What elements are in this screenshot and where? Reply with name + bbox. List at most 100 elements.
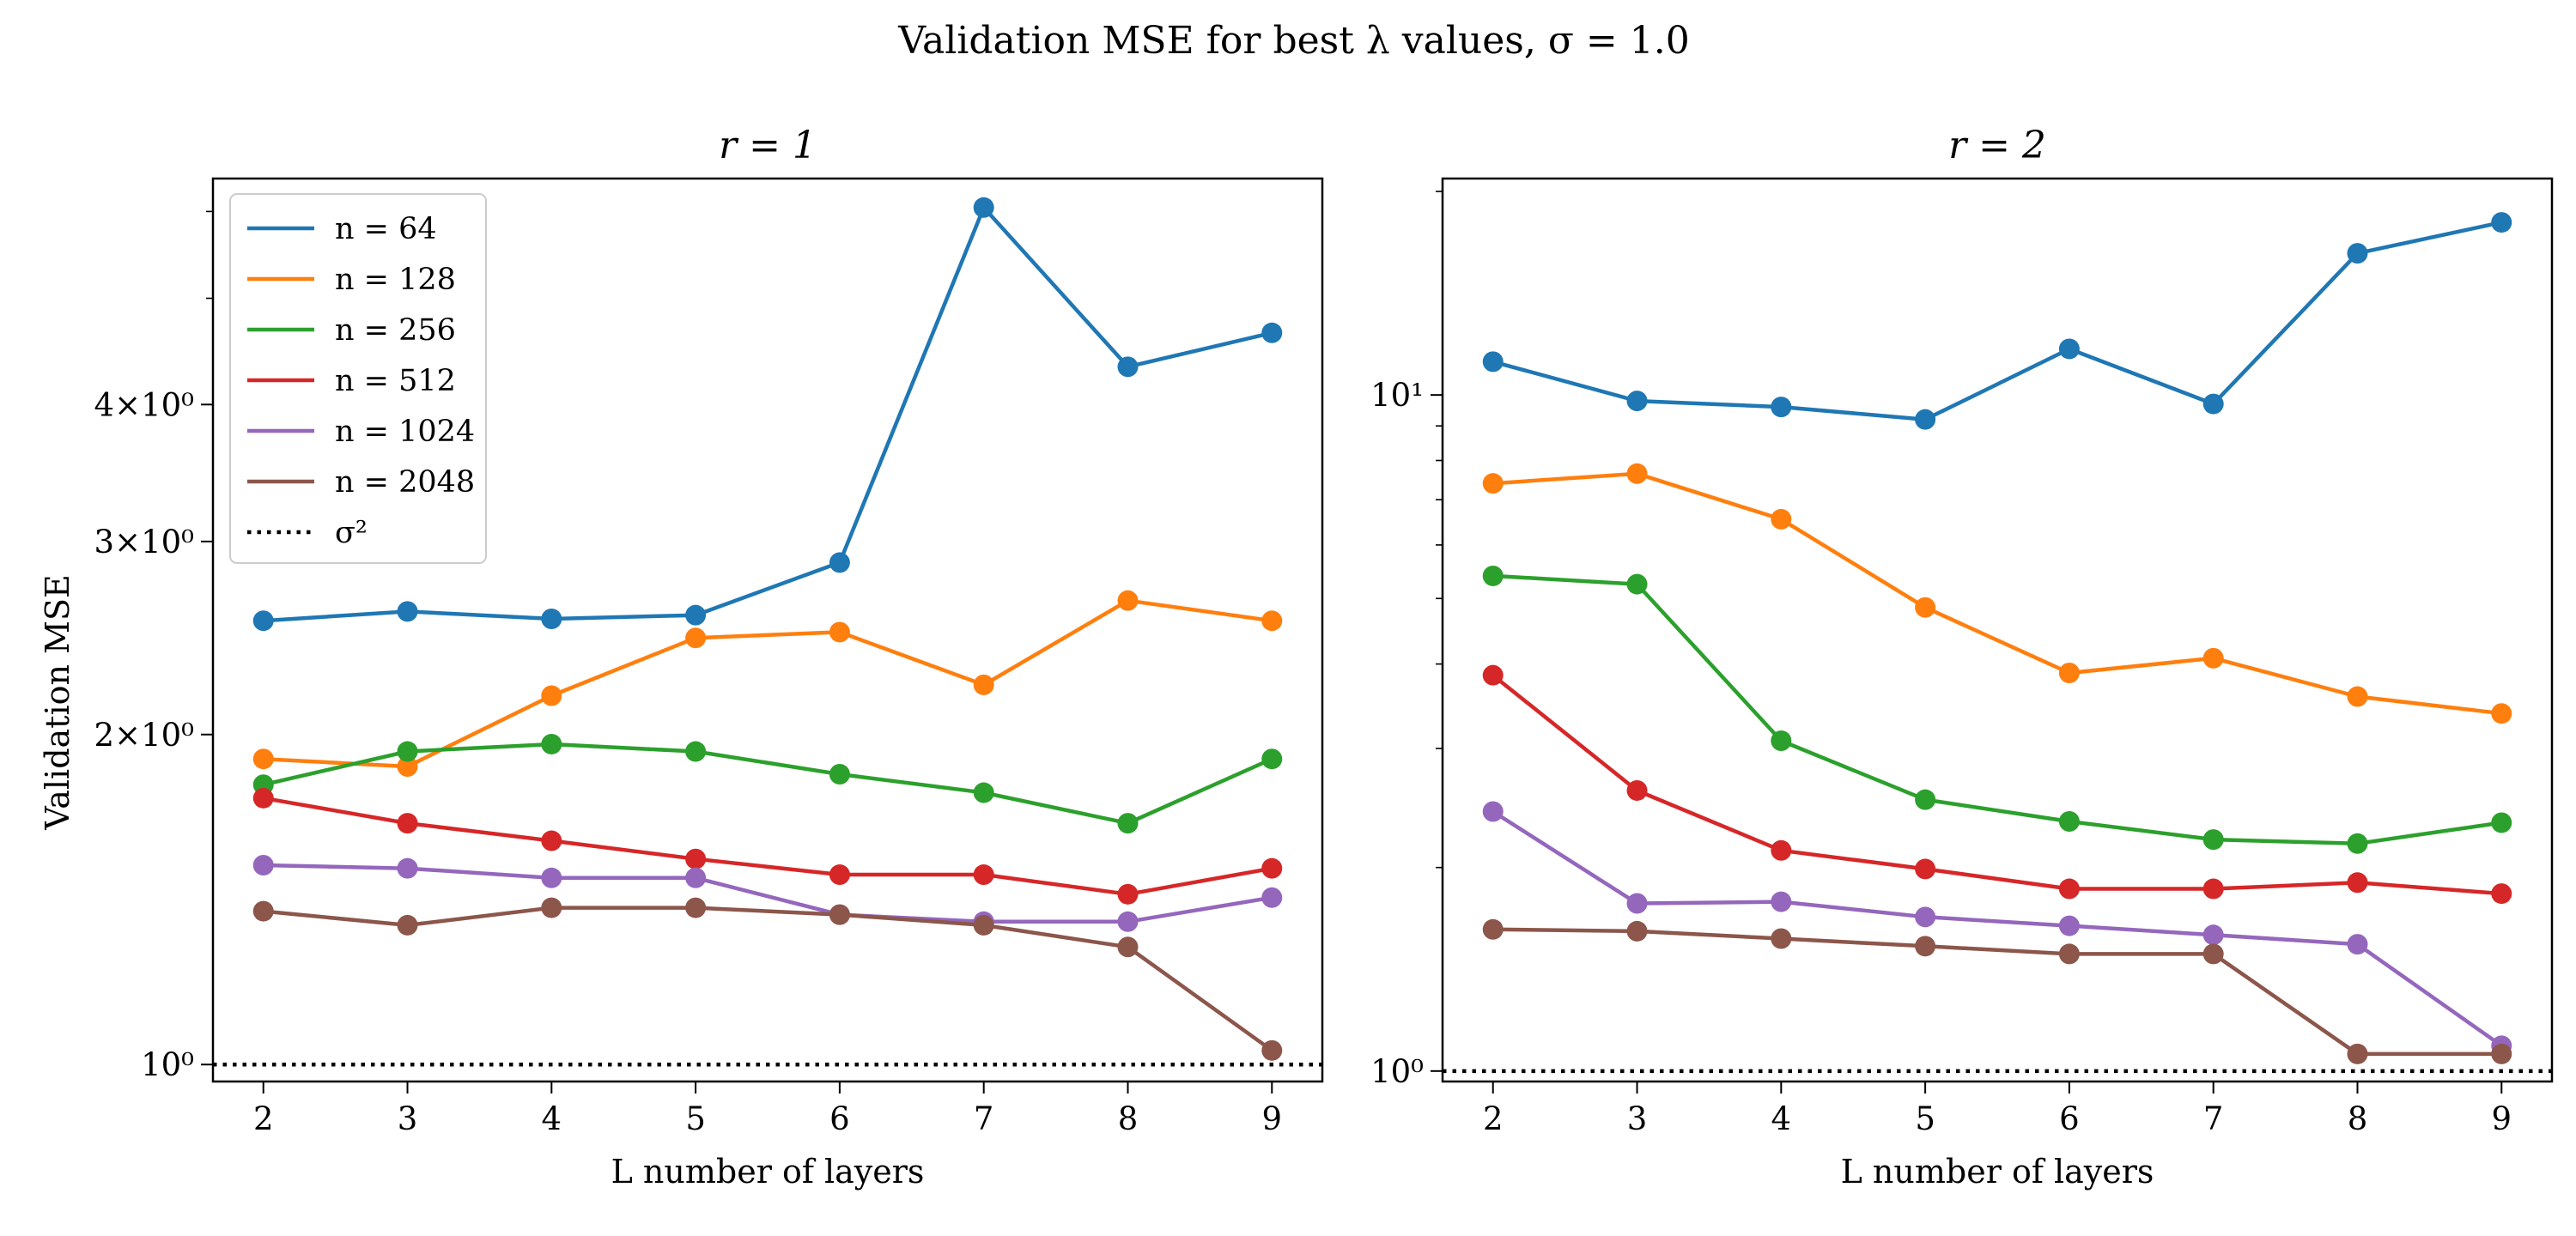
series-line-n256 <box>263 742 1273 826</box>
data-point <box>1771 730 1792 752</box>
figure-title: Validation MSE for best λ values, σ = 1.… <box>897 19 1689 63</box>
data-point <box>2202 829 2224 851</box>
data-point <box>1771 397 1792 418</box>
legend-label: σ² <box>335 516 368 550</box>
data-point <box>1117 911 1139 932</box>
series-line-n512 <box>1492 673 2502 896</box>
data-point <box>829 552 850 573</box>
series-line-n512 <box>263 796 1273 897</box>
x-tick-label: 5 <box>685 1100 706 1137</box>
x-tick-label: 7 <box>2203 1100 2224 1137</box>
data-point <box>2058 811 2080 833</box>
data-point <box>685 741 707 762</box>
data-point <box>1482 801 1504 822</box>
data-point <box>1771 508 1792 530</box>
data-point <box>2202 647 2224 669</box>
data-point <box>1482 664 1504 686</box>
data-point <box>1261 748 1283 770</box>
legend-label: n = 1024 <box>335 415 475 449</box>
data-point <box>1626 463 1648 484</box>
series-line-n128 <box>1492 471 2502 716</box>
data-point <box>1915 906 1936 928</box>
data-point <box>2491 1043 2512 1064</box>
data-point <box>973 914 994 936</box>
data-point <box>541 733 562 754</box>
data-point <box>2058 943 2080 965</box>
data-point <box>1915 858 1936 880</box>
x-axis-label: L number of layers <box>1841 1153 2154 1191</box>
y-tick-label: 4×10⁰ <box>94 386 194 423</box>
data-point <box>252 900 274 922</box>
data-point <box>397 813 418 834</box>
data-point <box>2347 1043 2368 1064</box>
data-point <box>1771 928 1792 949</box>
data-point <box>2347 686 2368 707</box>
x-tick-label: 5 <box>1915 1100 1935 1137</box>
data-point <box>397 857 418 879</box>
legend-label: n = 2048 <box>335 465 475 500</box>
series-line-n2048 <box>1492 927 2502 1057</box>
data-point <box>2058 663 2080 684</box>
x-tick-label: 2 <box>253 1100 274 1137</box>
series-line-n2048 <box>263 906 1273 1052</box>
x-tick-label: 9 <box>2491 1100 2512 1137</box>
data-point <box>252 787 274 809</box>
y-tick-label: 2×10⁰ <box>94 717 194 754</box>
subplot-title: r = 1 <box>719 124 817 167</box>
data-point <box>1482 351 1504 373</box>
subplot-r2: r = 2 L number of layers 2 3 4 5 6 7 8 9 10⁰ 10¹ <box>1370 124 2554 1191</box>
data-point <box>2202 393 2224 415</box>
data-point <box>252 748 274 770</box>
x-tick-label: 9 <box>1261 1100 1282 1137</box>
data-point <box>1915 597 1936 618</box>
data-point <box>1482 918 1504 940</box>
data-point <box>1117 936 1139 958</box>
data-point <box>2347 872 2368 894</box>
x-tick-label: 4 <box>1771 1100 1792 1137</box>
data-point <box>397 601 418 622</box>
x-tick-label: 3 <box>1627 1100 1648 1137</box>
series-line-n128 <box>263 598 1273 769</box>
data-point <box>829 764 850 785</box>
data-point <box>541 897 562 918</box>
data-point <box>973 197 994 218</box>
data-point <box>685 867 707 888</box>
data-point <box>2347 243 2368 264</box>
y-tick-label: 10¹ <box>1370 377 1424 414</box>
subplot-r1: r = 1 L number of layers 2 3 4 5 6 7 8 9 10⁰ 2×10⁰ 3… <box>94 124 1324 1191</box>
data-point <box>973 864 994 886</box>
data-point <box>2058 338 2080 360</box>
legend-label: n = 256 <box>335 313 456 348</box>
data-point <box>1482 565 1504 586</box>
x-tick-label: 7 <box>974 1100 994 1137</box>
subplot-title: r = 2 <box>1948 124 2046 167</box>
data-point <box>2491 812 2512 833</box>
data-point <box>973 782 994 803</box>
data-point <box>685 604 707 626</box>
data-point <box>1261 322 1283 343</box>
data-point <box>397 741 418 762</box>
data-point <box>397 914 418 936</box>
x-tick-label: 8 <box>1118 1100 1139 1137</box>
data-point <box>2058 878 2080 900</box>
data-point <box>1915 789 1936 810</box>
data-point <box>1117 813 1139 834</box>
legend-label: n = 128 <box>335 263 456 297</box>
data-point <box>685 897 707 918</box>
x-tick-label: 8 <box>2348 1100 2368 1137</box>
data-point <box>1771 839 1792 861</box>
data-point <box>2491 212 2512 233</box>
data-point <box>2058 915 2080 936</box>
data-point <box>1915 936 1936 957</box>
x-tick-label: 6 <box>829 1100 850 1137</box>
data-point <box>541 867 562 888</box>
series-line-n64 <box>263 205 1273 623</box>
data-point <box>541 609 562 630</box>
legend-label: n = 512 <box>335 364 456 398</box>
data-point <box>2202 878 2224 900</box>
data-point <box>685 848 707 869</box>
y-tick-label: 10⁰ <box>1370 1053 1424 1090</box>
x-tick-label: 6 <box>2059 1100 2080 1137</box>
data-point <box>1626 391 1648 412</box>
